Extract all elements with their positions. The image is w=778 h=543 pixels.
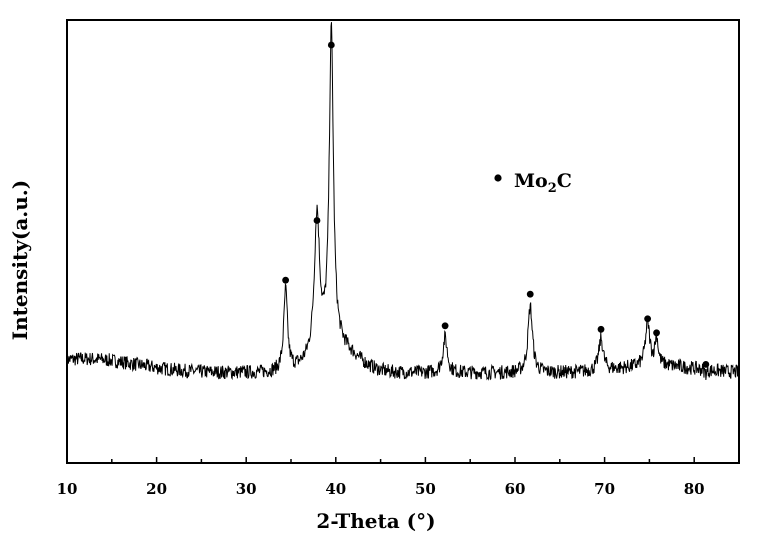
peak-marker-dot	[327, 41, 335, 49]
peak-marker-dot	[282, 276, 290, 284]
legend: Mo2C	[494, 170, 572, 196]
x-tick-label: 60	[505, 480, 526, 498]
x-tick-label: 10	[57, 480, 78, 498]
y-axis-title: Intensity(a.u.)	[8, 180, 32, 340]
peak-marker-dot	[644, 315, 652, 323]
xrd-pattern-line	[66, 22, 740, 381]
legend-label-subscript: 2	[548, 181, 557, 196]
x-tick-label: 40	[325, 480, 346, 498]
x-tick-label: 50	[415, 480, 436, 498]
x-axis-tick-labels: 10 20 30 40 50 60 70 80	[57, 480, 705, 498]
peak-marker-dot	[313, 217, 321, 224]
x-tick-label: 80	[684, 480, 705, 498]
x-tick-label: 30	[236, 480, 257, 498]
x-tick-label: 20	[146, 480, 167, 498]
peak-marker-dot	[597, 325, 605, 333]
legend-marker-dot	[494, 174, 502, 182]
plot-frame	[66, 19, 740, 464]
peak-marker-dot	[702, 361, 710, 368]
x-axis-title: 2-Theta (°)	[316, 509, 435, 533]
x-tick-label: 70	[594, 480, 615, 498]
legend-label-tail: C	[557, 170, 572, 192]
peak-marker-dot	[441, 322, 449, 330]
peak-marker-dot	[526, 290, 534, 298]
legend-label-main: Mo	[514, 170, 548, 192]
legend-label: Mo2C	[514, 170, 572, 196]
peak-marker-dot	[653, 329, 660, 337]
x-axis-ticks	[66, 457, 740, 463]
peak-markers	[282, 41, 710, 368]
